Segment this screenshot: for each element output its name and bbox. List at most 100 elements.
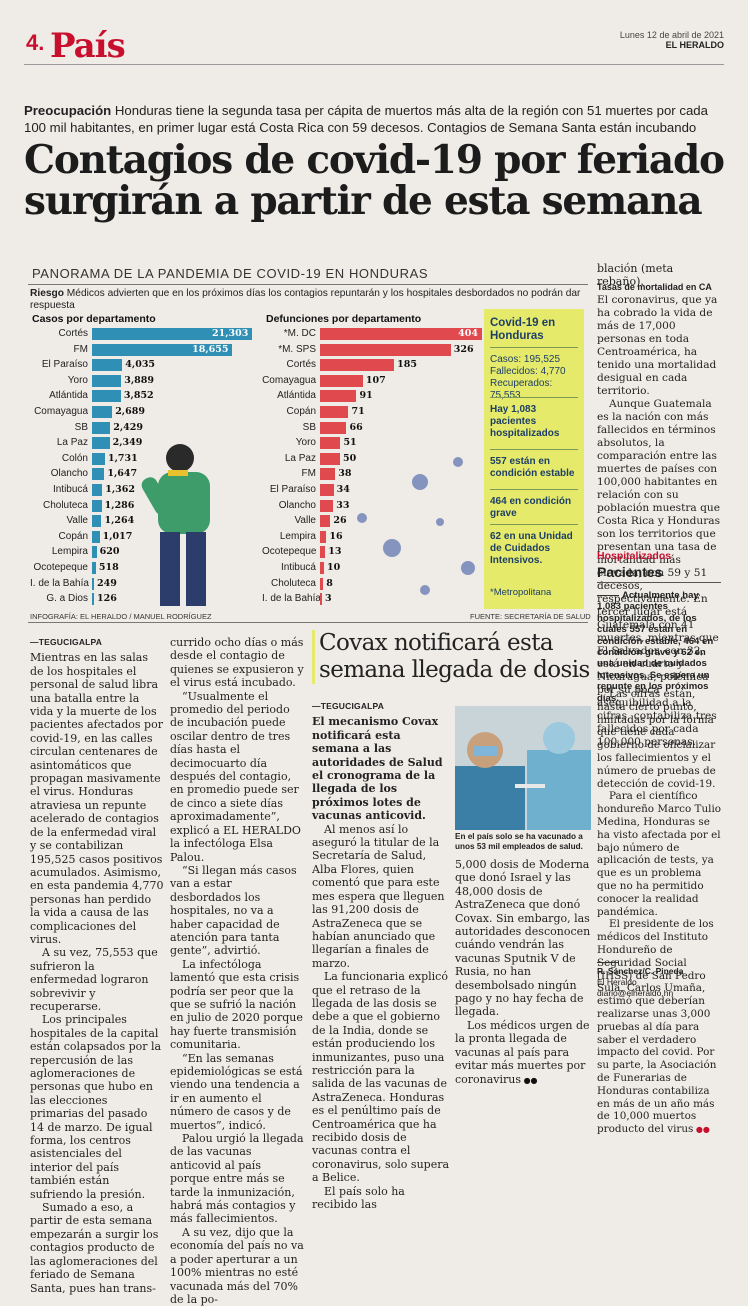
bar-category-label: I. de la Bahía [262,593,321,605]
header-rule [24,64,724,65]
bar [320,484,334,496]
bar-category-label: Copán [58,530,88,542]
bar [92,452,105,465]
chart-row: *M. DC 404 [262,327,484,341]
bar-category-label: El Paraíso [269,484,316,495]
bar-category-label: Ocotepeque [262,546,317,558]
chart-row: Intibucá 10 [262,561,484,575]
covid-summary-box: Covid-19 en Honduras Casos: 195,525 Fall… [484,309,584,609]
deaths-bar-chart: *M. DC 404 *M. SPS 326 Cortés 185 Comayagua 107… [262,327,484,607]
chart-row: Yoro 3,889 [30,374,254,388]
chart-row: Copán 1,017 [30,530,254,544]
article-paragraph: La infectóloga lamentó que esta crisis p… [170,957,303,1052]
newspaper-brand: EL HERALDO [665,40,724,50]
bar-value-label: 2,349 [112,437,143,449]
article-paragraph: Palou urgió la llegada de las vacunas an… [170,1132,304,1226]
bar-category-label: El Paraíso [41,359,88,371]
article-paragraph: A su vez, dijo que la economía del país … [170,1225,304,1306]
bar-value-label: 16 [329,530,343,542]
bar-value-label: 34 [336,484,350,495]
bar [92,499,102,512]
end-mark-icon: ●● [521,1075,538,1085]
bar-category-label: FM [301,468,316,480]
chart-row: Choluteca 1,286 [30,499,254,513]
bar-value-label: 620 [99,546,120,558]
byline-authors: R. Sánchez/C. Pineda [597,966,684,976]
bar [320,515,331,528]
bar-value-label: 50 [343,452,357,464]
infographic-title: PANORAMA DE LA PANDEMIA DE COVID-19 EN H… [32,266,429,281]
bar [320,359,395,372]
bar-value-label: 33 [336,499,350,511]
infographic-bottom-rule [28,622,588,623]
bar-category-label: Cortés [286,359,316,371]
hospitalizados-title: Pacientes [597,564,663,580]
chart-row: Intibucá 1,362 [30,483,254,497]
bar-value-label: 8 [326,577,333,589]
bar-category-label: Intibucá [280,562,316,573]
bar-value-label: 107 [365,374,386,386]
bar-value-label: 2,689 [115,406,145,417]
article-dateline: —TEGUCIGALPA [30,637,103,647]
bar-category-label: La Paz [284,452,316,464]
chart-row: Cortés 21,303 [30,327,254,341]
summary-divider [490,489,578,490]
bar-value-label: 18,655 [192,343,229,355]
bar-value-label: 126 [97,593,117,605]
riesgo-text: Médicos advierten que en los próximos dí… [30,288,581,311]
chart-row: Olancho 33 [262,499,484,513]
bar [320,499,334,512]
bar-value-label: 66 [349,421,363,433]
article-paragraph: “Si llegan más casos van a estar desbord… [170,863,297,958]
hospitalizados-lead-text: Actualmente hay 1,083 pacientes hospital… [597,590,714,704]
chart-row: El Paraíso 34 [262,483,484,497]
bar-category-label: SB [302,421,316,433]
covax-column-2: 5,000 dosis de Moderna que donó Israel y… [455,858,591,1087]
bar-category-label: Valle [66,515,89,527]
bar-value-label: 1,286 [104,499,135,511]
chart-row: *M. SPS 326 [262,343,484,357]
bar-value-label: 1,264 [104,515,135,527]
bar-category-label: SB [74,421,88,433]
bar [92,421,111,434]
bar-value-label: 185 [397,359,418,371]
bar-category-label: *M. SPS [278,343,316,355]
hospitalizados-rule [597,582,721,583]
summary-casos: Casos: 195,525 [490,354,561,365]
bar-category-label: Atlántida [49,390,88,402]
summary-recuperados: Recuperados: 75,553 [490,378,553,401]
article-column-4: blación (meta rebaño). [597,262,723,289]
bar-value-label: 21,303 [212,328,249,339]
bar-value-label: 10 [327,562,341,573]
chart-row: Atlántida 3,852 [30,389,254,403]
article-paragraph: “En las semanas epidemiológicas se está … [170,1051,303,1132]
bar-value-label: 2,429 [113,421,143,433]
cases-bar-chart: Cortés 21,303 FM 18,655 El Paraíso 4,035 Yoro 3… [30,327,254,607]
infographic-credit: INFOGRAFÍA: EL HERALDO / MANUEL RODRÍGUE… [30,612,212,621]
chart-row: Lempira 620 [30,545,254,559]
infographic-rule [28,284,588,285]
bar [320,328,482,340]
hospitalizados-kicker: Hospitalizados [597,550,672,562]
chart-row: Colón 1,731 [30,452,254,466]
bar [92,374,122,387]
bar [92,328,252,340]
bar-category-label: FM [73,343,88,355]
man-figure [141,444,210,606]
bar-value-label: 13 [328,546,342,558]
bar-category-label: Comayagua [34,406,88,417]
bar-value-label: 91 [359,390,373,402]
bar [320,406,349,418]
bar-value-label: 4,035 [125,359,156,371]
covax-paragraph: Los médicos urgen de la pronta llegada d… [455,1018,590,1086]
summary-note: *Metropolitana [490,587,552,598]
chart-row: Cortés 185 [262,358,484,372]
bar-value-label: 1,731 [108,452,138,464]
bar-category-label: Colón [61,452,88,464]
bar-value-label: 3,852 [123,390,154,402]
article-column-4-body: El coronavirus, que ya ha cobrado la vid… [597,294,723,749]
bar-category-label: Intibucá [52,484,88,495]
riesgo-kicker: Riesgo [30,288,64,299]
summary-divider [490,397,578,398]
lead-paragraph: Preocupación Honduras tiene la segunda t… [24,102,724,136]
